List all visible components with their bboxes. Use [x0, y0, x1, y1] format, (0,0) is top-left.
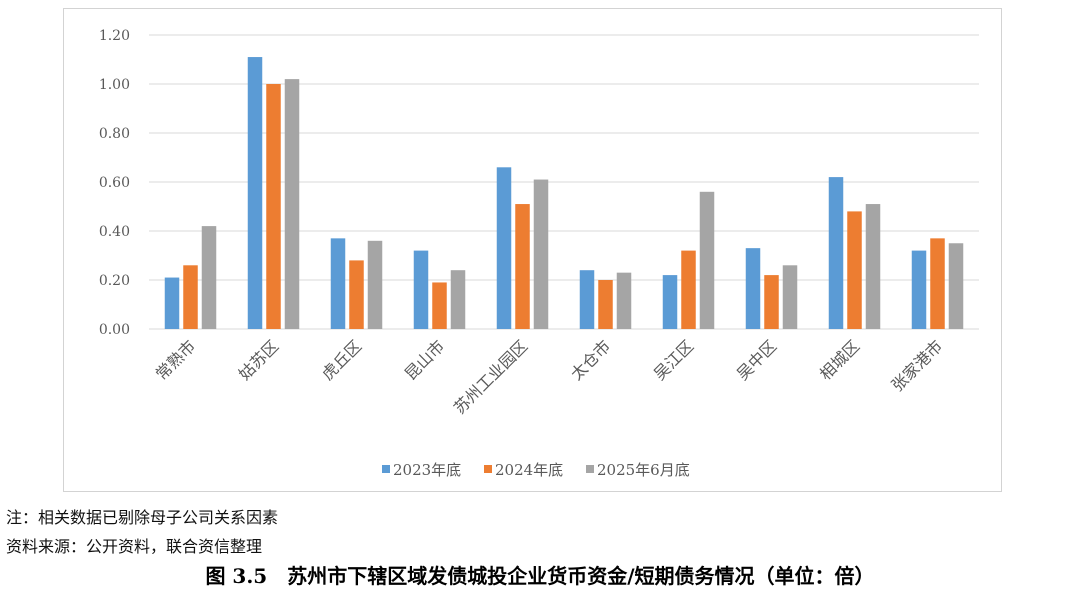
category-labels: 常熟市 姑苏区 虎丘区 昆山市 苏州工业园区 太仓市 吴江区 吴中区 相城区 张家港市	[152, 336, 946, 417]
bar	[699, 191, 715, 329]
bar	[164, 277, 180, 329]
x-category-label: 张家港市	[888, 336, 947, 395]
y-axis-ticks: 0.00 0.20 0.40 0.60 0.80 1.00 1.20	[99, 28, 130, 338]
y-tick-label: 1.00	[99, 77, 130, 93]
y-tick-label: 0.60	[99, 175, 130, 191]
bar	[828, 177, 844, 329]
x-category-label: 太仓市	[567, 336, 614, 383]
y-tick-label: 1.20	[99, 28, 130, 44]
bar	[367, 240, 383, 329]
x-category-label: 虎丘区	[318, 336, 365, 383]
bar	[681, 250, 696, 329]
bar	[349, 260, 364, 329]
legend-swatch	[586, 465, 594, 473]
bar	[533, 179, 549, 329]
bar	[183, 265, 198, 329]
bar	[598, 280, 613, 329]
y-tick-label: 0.80	[99, 126, 130, 142]
bar-chart: 0.00 0.20 0.40 0.60 0.80 1.00 1.20 常熟市 姑苏区 虎丘区 昆山…	[99, 28, 979, 479]
bar	[201, 226, 217, 329]
bar	[579, 270, 595, 329]
bar	[496, 167, 512, 329]
x-category-label: 相城区	[816, 336, 863, 383]
bars	[164, 57, 964, 330]
chart-frame: 0.00 0.20 0.40 0.60 0.80 1.00 1.20 常熟市 姑苏区 虎丘区 昆山…	[63, 8, 1002, 492]
bar	[764, 275, 779, 329]
note-text: 注：相关数据已剔除母子公司关系因素	[6, 508, 279, 527]
bar	[247, 57, 263, 330]
bar	[847, 211, 862, 329]
bar	[745, 248, 761, 329]
bar	[515, 204, 530, 329]
legend-label: 2025年6月底	[597, 461, 690, 479]
x-category-label: 吴江区	[650, 336, 697, 383]
bar	[911, 250, 927, 329]
bar	[930, 238, 945, 329]
bar	[266, 84, 281, 329]
bar	[662, 275, 678, 329]
y-tick-label: 0.20	[99, 273, 130, 289]
bar	[330, 238, 346, 329]
bar	[948, 243, 964, 329]
figure-caption: 图 3.5 苏州市下辖区域发债城投企业货币资金/短期债务情况（单位：倍）	[205, 564, 875, 588]
x-category-label: 常熟市	[152, 336, 199, 383]
legend-label: 2024年底	[495, 461, 563, 479]
x-category-label: 吴中区	[733, 336, 780, 383]
bar	[450, 270, 466, 329]
source-text: 资料来源：公开资料，联合资信整理	[6, 537, 263, 556]
legend: 2023年底 2024年底 2025年6月底	[382, 461, 690, 479]
legend-label: 2023年底	[393, 461, 461, 479]
y-tick-label: 0.00	[99, 322, 130, 338]
x-category-label: 昆山市	[401, 336, 448, 383]
bar	[413, 250, 429, 329]
legend-swatch	[484, 465, 492, 473]
x-category-label: 姑苏区	[235, 336, 282, 383]
x-category-label: 苏州工业园区	[450, 336, 531, 417]
bar	[782, 265, 798, 329]
bar	[284, 79, 300, 329]
bar	[432, 282, 447, 329]
legend-swatch	[382, 465, 390, 473]
bar	[616, 272, 632, 329]
y-tick-label: 0.40	[99, 224, 130, 240]
bar	[865, 204, 881, 329]
